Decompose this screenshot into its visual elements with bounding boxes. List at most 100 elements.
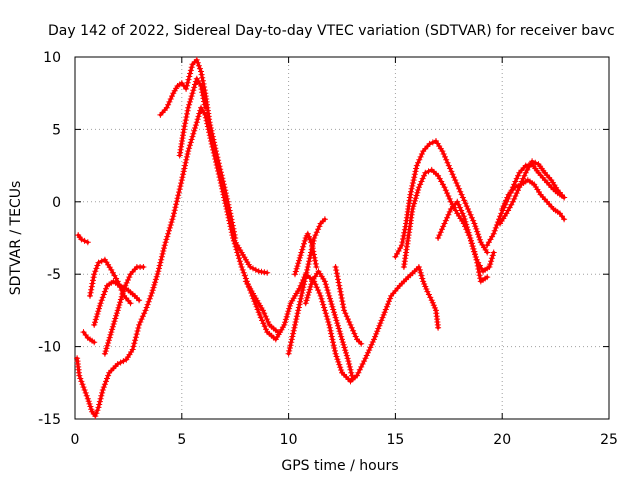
data-point-marker bbox=[500, 203, 507, 210]
data-point-marker bbox=[345, 358, 352, 365]
data-point-marker bbox=[99, 294, 106, 301]
data-point-marker bbox=[435, 324, 442, 331]
data-point-marker bbox=[409, 180, 416, 186]
data-point-marker bbox=[339, 336, 345, 343]
data-point-marker bbox=[409, 182, 416, 189]
data-point-marker bbox=[468, 214, 475, 221]
data-point-marker bbox=[295, 260, 302, 267]
data-point-marker bbox=[98, 297, 105, 304]
data-point-marker bbox=[415, 187, 422, 193]
data-point-marker bbox=[156, 262, 163, 269]
data-point-marker bbox=[151, 281, 158, 288]
data-point-marker bbox=[139, 313, 146, 320]
data-point-marker bbox=[312, 232, 319, 239]
data-point-marker bbox=[91, 339, 98, 346]
data-point-marker bbox=[218, 169, 224, 176]
data-point-marker bbox=[436, 232, 443, 239]
data-point-marker bbox=[330, 339, 336, 346]
data-point-marker bbox=[532, 159, 539, 166]
data-point-marker bbox=[311, 254, 318, 261]
data-point-marker bbox=[339, 339, 346, 346]
data-point-marker bbox=[426, 140, 433, 147]
data-point-marker bbox=[447, 165, 454, 172]
data-point-marker bbox=[326, 321, 333, 328]
data-point-marker bbox=[222, 190, 229, 197]
data-point-marker bbox=[283, 313, 290, 320]
data-point-marker bbox=[334, 356, 341, 363]
data-point-marker bbox=[362, 355, 369, 362]
data-point-marker bbox=[127, 300, 134, 307]
data-point-marker bbox=[427, 294, 434, 301]
data-point-marker bbox=[303, 269, 310, 276]
data-point-marker bbox=[429, 139, 436, 146]
data-point-marker bbox=[411, 200, 418, 207]
data-point-marker bbox=[381, 309, 388, 316]
data-point-marker bbox=[217, 166, 224, 173]
data-point-marker bbox=[347, 366, 354, 373]
data-point-marker bbox=[183, 153, 190, 160]
data-point-marker bbox=[228, 216, 235, 223]
data-point-marker bbox=[173, 201, 180, 208]
data-point-marker bbox=[460, 213, 467, 220]
data-point-marker bbox=[529, 158, 536, 165]
data-point-marker bbox=[183, 85, 190, 92]
data-point-marker bbox=[256, 311, 263, 318]
data-point-marker bbox=[383, 303, 390, 310]
series-19 bbox=[499, 177, 568, 223]
data-point-marker bbox=[412, 195, 419, 202]
data-point-marker bbox=[439, 226, 445, 233]
data-point-marker bbox=[302, 272, 309, 279]
data-point-marker bbox=[398, 242, 405, 249]
data-point-marker bbox=[239, 266, 246, 273]
series-2 bbox=[74, 104, 442, 420]
data-point-marker bbox=[88, 406, 95, 413]
data-point-marker bbox=[290, 327, 297, 334]
data-point-marker bbox=[414, 189, 421, 196]
data-point-marker bbox=[226, 204, 232, 211]
data-point-marker bbox=[300, 284, 307, 291]
data-point-marker bbox=[286, 345, 293, 351]
data-point-marker bbox=[305, 261, 312, 268]
data-point-marker bbox=[332, 350, 339, 357]
data-point-marker bbox=[152, 276, 159, 283]
data-point-marker bbox=[195, 113, 202, 120]
data-point-marker bbox=[285, 308, 292, 315]
data-point-marker bbox=[376, 322, 383, 329]
data-point-marker bbox=[92, 268, 99, 275]
data-point-marker bbox=[88, 283, 95, 290]
data-point-marker bbox=[195, 62, 202, 69]
data-point-marker bbox=[445, 211, 452, 218]
data-point-marker bbox=[206, 119, 213, 126]
data-point-marker bbox=[163, 236, 170, 243]
data-point-marker bbox=[328, 301, 335, 308]
data-point-marker bbox=[340, 341, 347, 348]
data-point-marker bbox=[298, 292, 305, 299]
data-point-marker bbox=[80, 384, 87, 391]
data-point-marker bbox=[207, 122, 214, 129]
data-point-marker bbox=[261, 310, 268, 317]
data-point-marker bbox=[110, 321, 117, 327]
data-point-marker bbox=[103, 378, 109, 385]
data-point-marker bbox=[183, 156, 190, 163]
data-point-marker bbox=[133, 331, 140, 338]
data-point-marker bbox=[302, 300, 309, 307]
data-point-marker bbox=[253, 303, 260, 310]
data-point-marker bbox=[105, 340, 112, 346]
data-point-marker bbox=[444, 190, 451, 197]
x-tick-label: 20 bbox=[493, 432, 511, 448]
data-point-marker bbox=[325, 319, 332, 325]
data-point-marker bbox=[439, 148, 446, 155]
data-point-marker bbox=[411, 171, 418, 178]
data-point-marker bbox=[466, 232, 473, 239]
data-point-marker bbox=[346, 361, 353, 367]
data-point-marker bbox=[437, 229, 444, 236]
data-point-marker bbox=[471, 248, 478, 255]
data-point-marker bbox=[462, 200, 469, 207]
series-3 bbox=[80, 329, 98, 346]
data-point-marker bbox=[489, 252, 496, 259]
data-point-marker bbox=[173, 198, 180, 205]
data-point-marker bbox=[143, 304, 150, 311]
data-point-marker bbox=[184, 151, 191, 157]
data-point-marker bbox=[304, 230, 311, 237]
data-point-marker bbox=[212, 145, 219, 152]
